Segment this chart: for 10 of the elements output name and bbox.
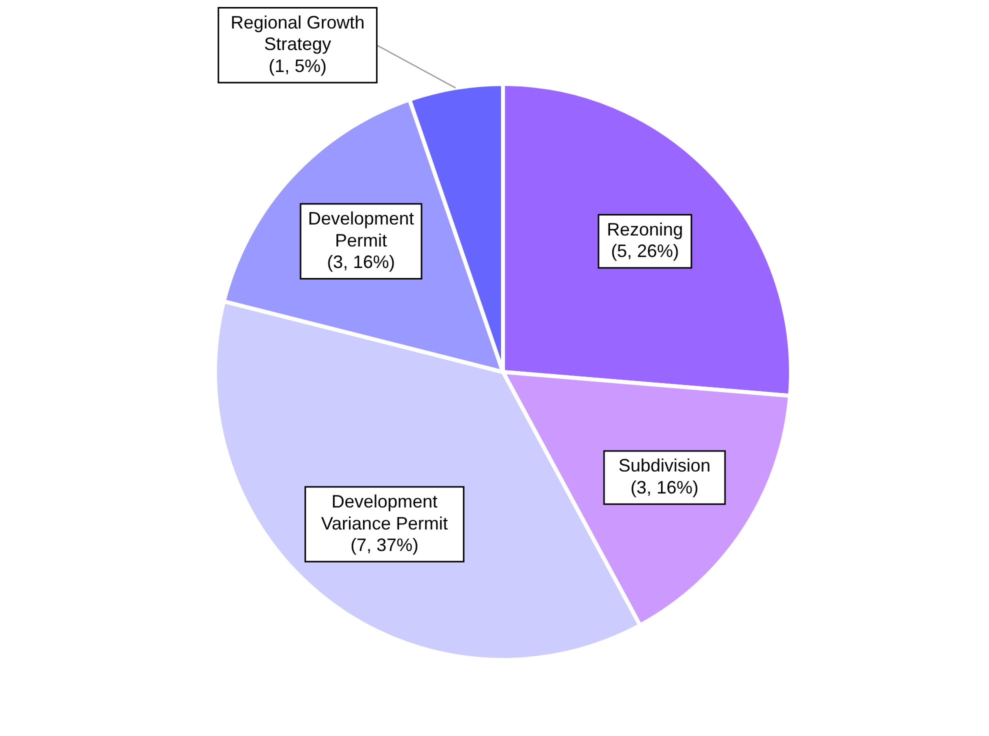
data-label: (1, 5%) [268, 56, 327, 76]
slice-label: Subdivision [618, 456, 711, 476]
data-label: (7, 37%) [350, 534, 418, 555]
slice-label: Development Permit [308, 208, 414, 250]
data-label: (3, 16%) [630, 477, 699, 498]
slice-label: Rezoning [606, 220, 683, 240]
slice-label: Regional Growth Strategy [230, 12, 365, 54]
data-label: (5, 26%) [610, 241, 679, 262]
data-label: (3, 16%) [327, 252, 396, 272]
slice-label: Development Variance Permit [321, 492, 448, 534]
